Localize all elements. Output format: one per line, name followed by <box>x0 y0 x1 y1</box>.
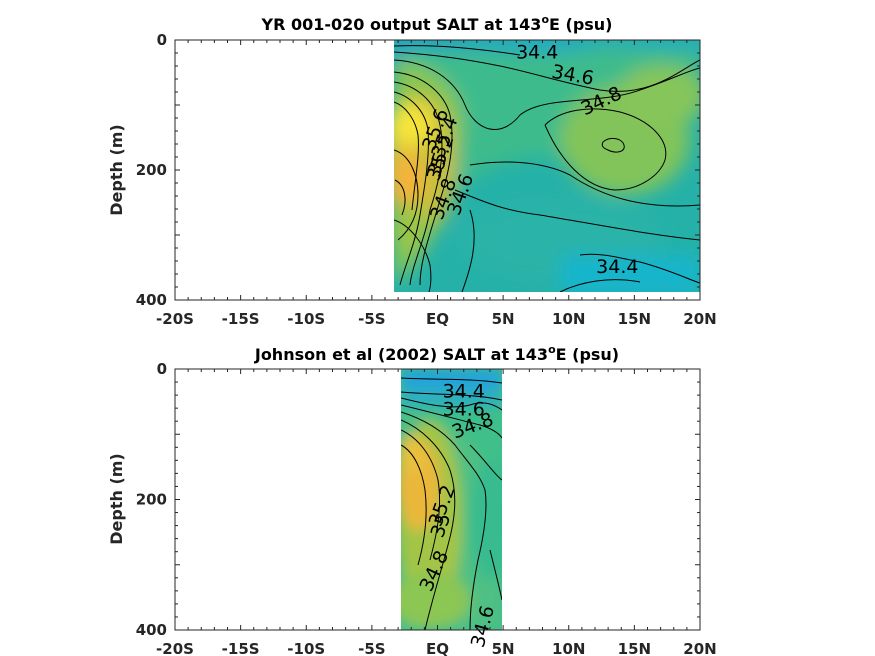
y-tick-label: 0 <box>157 31 167 49</box>
panel-2-title: Johnson et al (2002) SALT at 143oE (psu) <box>254 343 619 364</box>
x-tick-label: -20S <box>156 640 194 656</box>
x-tick-label: 15N <box>618 640 651 656</box>
panel-1-contours <box>394 45 700 292</box>
x-tick-label: -10S <box>287 640 325 656</box>
contour-label: 34.4 <box>516 42 558 64</box>
contour-label: 34.4 <box>443 380 485 402</box>
contour-label: 34.4 <box>596 256 638 278</box>
x-tick-label: 5N <box>492 310 515 328</box>
y-tick-label: 0 <box>157 360 167 378</box>
x-tick-label: 20N <box>683 640 716 656</box>
panel-2-contours <box>401 377 502 630</box>
panel-2-xaxis: -20S -15S -10S -5S EQ 5N 10N 15N 20N <box>156 369 717 656</box>
panel-2-field <box>401 369 502 630</box>
panel-1-yaxis: 0 200 400 <box>136 31 700 309</box>
x-tick-label: EQ <box>426 640 449 656</box>
y-tick-label: 400 <box>136 621 167 639</box>
panel-1: YR 001-020 output SALT at 143oE (psu) <box>107 13 717 328</box>
x-tick-label: -20S <box>156 310 194 328</box>
x-tick-label: 20N <box>683 310 716 328</box>
panel-2-ylabel: Depth (m) <box>107 453 126 545</box>
x-tick-label: -5S <box>358 310 385 328</box>
x-tick-label: 5N <box>492 640 515 656</box>
panel-1-xaxis: -20S -15S -10S -5S EQ 5N 10N 15N 20N <box>156 40 717 328</box>
panel-1-ylabel: Depth (m) <box>107 124 126 216</box>
panel-2-yaxis: 0 200 400 <box>136 360 700 639</box>
x-tick-label: -10S <box>287 310 325 328</box>
panel-1-title: YR 001-020 output SALT at 143oE (psu) <box>261 13 613 34</box>
panel-2: Johnson et al (2002) SALT at 143oE (psu) <box>107 343 717 656</box>
x-tick-label: 10N <box>552 640 585 656</box>
x-tick-label: 15N <box>618 310 651 328</box>
y-tick-label: 400 <box>136 291 167 309</box>
y-tick-label: 200 <box>136 161 167 179</box>
contour-label: 34.6 <box>443 399 485 421</box>
y-tick-label: 200 <box>136 491 167 509</box>
x-tick-label: -15S <box>222 640 260 656</box>
x-tick-label: EQ <box>426 310 449 328</box>
x-tick-label: 10N <box>552 310 585 328</box>
x-tick-label: -15S <box>222 310 260 328</box>
x-tick-label: -5S <box>358 640 385 656</box>
